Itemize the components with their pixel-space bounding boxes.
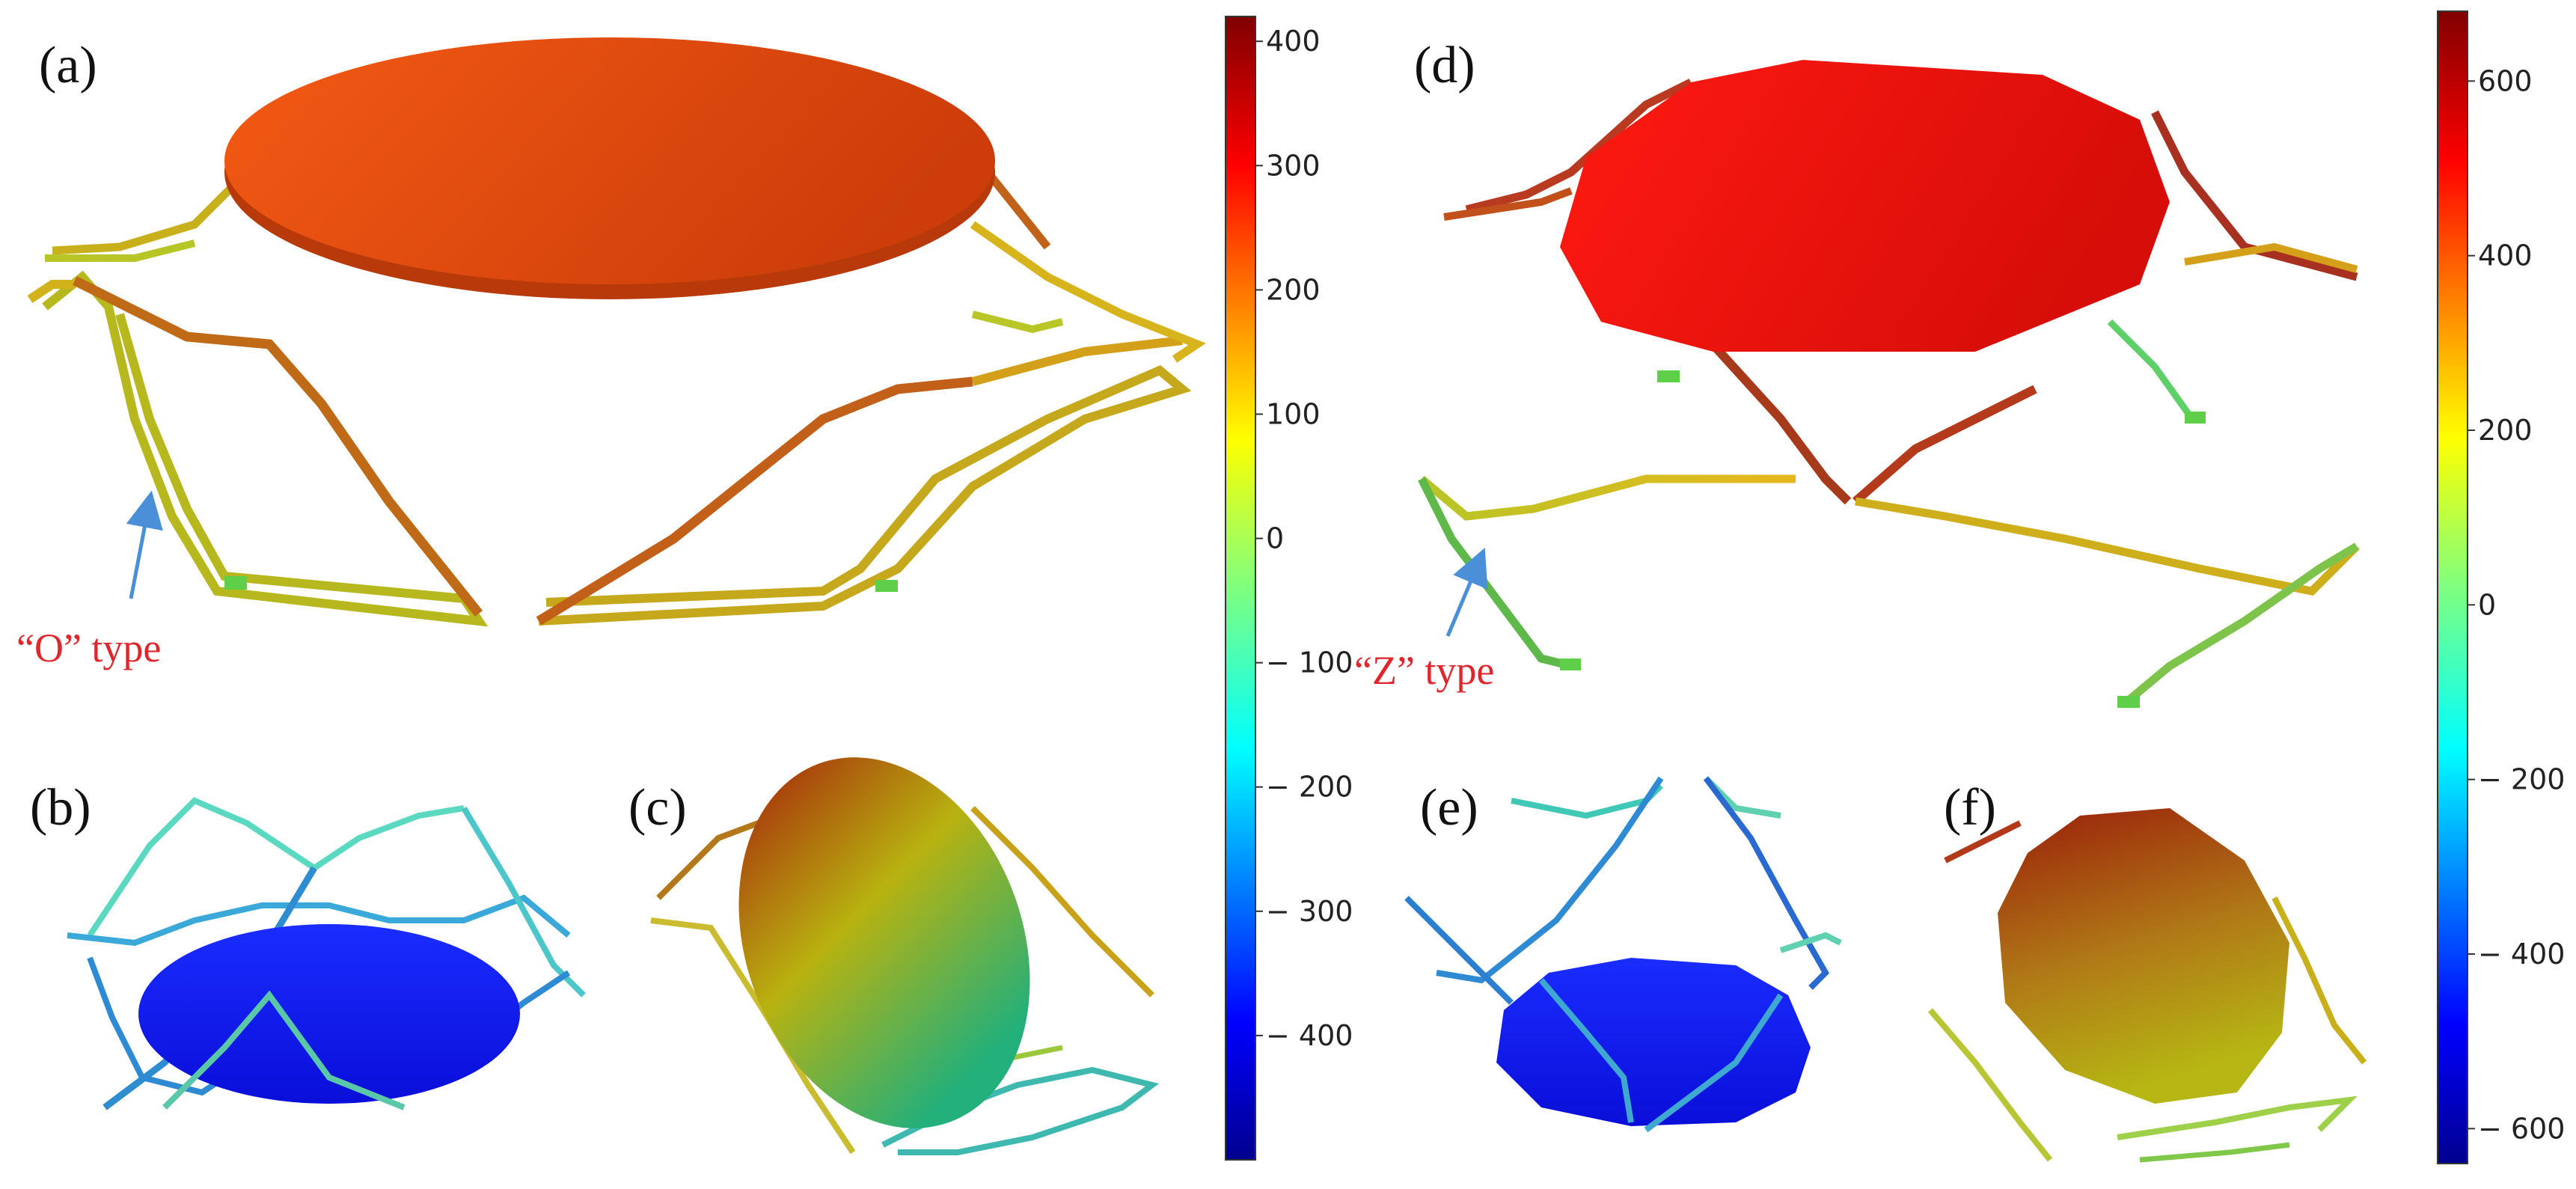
colorbar-left-tick-label: 300: [1266, 149, 1321, 182]
z-type-label: “Z” type: [1354, 648, 1495, 693]
colorbar-left-tick-label: 0: [1266, 522, 1284, 555]
colorbar-left-gradient: [1225, 16, 1256, 1161]
panel-b-front-beams: [162, 990, 406, 1110]
colorbar-right-tick-label: 600: [2478, 64, 2533, 97]
panel-label-f: (f): [1944, 779, 1996, 837]
panel-e-structure: [1404, 776, 1842, 1005]
colorbar-right-tick-label: − 400: [2478, 938, 2565, 971]
panel-b-disc: [138, 924, 520, 1104]
colorbar-right-tick-label: 200: [2478, 414, 2533, 447]
colorbar-right-tick-label: − 200: [2478, 763, 2565, 796]
colorbar-left-tick-label: − 100: [1266, 647, 1353, 679]
panel-e-disc: [1496, 958, 1811, 1126]
o-type-arrow: [126, 490, 163, 599]
o-type-label: “O” type: [16, 626, 162, 670]
colorbar-left-tick-label: 200: [1266, 273, 1321, 306]
panel-c-disc: [738, 757, 1030, 1128]
colorbar-left-tick-label: − 300: [1266, 895, 1353, 928]
colorbar-left-tick-label: 100: [1266, 397, 1321, 430]
panel-label-c: (c): [628, 779, 687, 837]
colorbar-left-tick-label: − 400: [1266, 1019, 1353, 1052]
panel-d-disc: [1560, 60, 2170, 352]
colorbar-right-ticks: 600 400 200 0 − 200 − 400 − 600: [2468, 64, 2565, 1145]
colorbar-left: 400 300 200 100 0 − 100 − 200 − 300 − 400: [1225, 16, 1353, 1161]
z-type-arrow: [1445, 547, 1488, 637]
colorbar-left-ticks: 400 300 200 100 0 − 100 − 200 − 300 − 400: [1255, 25, 1353, 1052]
colorbar-right-tick-label: 400: [2478, 239, 2533, 272]
panel-label-a: (a): [39, 37, 97, 94]
colorbar-right-tick-label: 0: [2478, 588, 2496, 621]
colorbar-right: 600 400 200 0 − 200 − 400 − 600: [2437, 10, 2565, 1164]
panel-e-front-beams: [1538, 978, 1784, 1133]
panel-f-structure: [1927, 820, 2367, 1163]
colorbar-right-tick-label: − 600: [2478, 1112, 2565, 1145]
colorbar-left-tick-label: 400: [1266, 25, 1321, 58]
panel-a-disc: [224, 37, 995, 299]
panel-f-disc: [1998, 808, 2289, 1104]
panel-label-b: (b): [30, 779, 91, 837]
colorbar-left-tick-label: − 200: [1266, 771, 1353, 804]
colorbar-right-gradient: [2437, 10, 2468, 1164]
panel-label-d: (d): [1414, 37, 1475, 94]
panel-label-e: (e): [1420, 779, 1478, 837]
